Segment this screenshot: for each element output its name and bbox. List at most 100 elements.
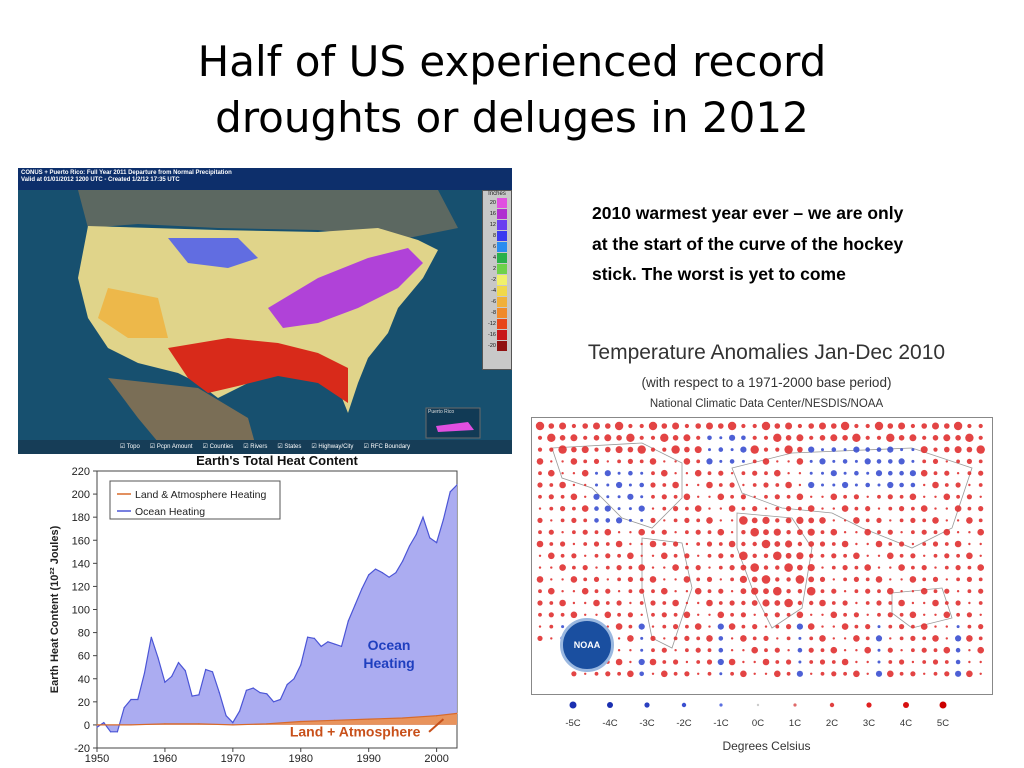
anomaly-dot bbox=[663, 637, 666, 640]
anomaly-dot bbox=[560, 494, 565, 499]
precipitation-footer-item[interactable]: ☑ States bbox=[277, 444, 302, 450]
anomaly-dot bbox=[717, 658, 724, 666]
anomaly-dot bbox=[898, 564, 905, 571]
anomaly-dot bbox=[855, 531, 858, 534]
anomaly-dot bbox=[537, 635, 543, 641]
anomaly-dot bbox=[966, 458, 972, 464]
precipitation-legend-swatch bbox=[497, 318, 507, 329]
anomaly-dot bbox=[762, 599, 770, 607]
anomaly-dot bbox=[651, 507, 655, 510]
anomaly-dot bbox=[695, 529, 701, 535]
anomaly-dot bbox=[708, 495, 711, 498]
anomaly-dot bbox=[730, 448, 734, 452]
anomaly-dot bbox=[694, 623, 702, 630]
anomaly-dot bbox=[966, 612, 972, 618]
anomaly-dot bbox=[617, 495, 621, 499]
anomaly-dot bbox=[707, 648, 712, 653]
anomaly-dot bbox=[605, 446, 611, 453]
precipitation-map-header-line2: Valid at 01/01/2012 1200 UTC - Created 1… bbox=[21, 177, 180, 183]
precipitation-legend-entry: -16 bbox=[483, 329, 511, 340]
anomaly-dot bbox=[819, 422, 826, 430]
anomaly-dot bbox=[808, 517, 815, 524]
anomaly-dot bbox=[604, 505, 611, 512]
anomaly-dot bbox=[708, 613, 711, 616]
anomaly-dot bbox=[537, 517, 543, 523]
anomaly-dot bbox=[899, 518, 904, 523]
anomaly-dot bbox=[967, 506, 972, 511]
chart-legend: Land & Atmosphere Heating Ocean Heating bbox=[109, 480, 281, 520]
precipitation-footer-item[interactable]: ☑ RFC Boundary bbox=[363, 444, 411, 450]
anomaly-dot bbox=[696, 542, 701, 546]
anomaly-dot bbox=[639, 423, 644, 429]
anomaly-dot bbox=[617, 553, 621, 558]
precipitation-footer-item[interactable]: ☑ Pcpn Amount bbox=[149, 444, 193, 450]
anomaly-dot bbox=[843, 577, 847, 582]
anomaly-dot bbox=[697, 495, 700, 498]
anomaly-dot bbox=[922, 459, 927, 464]
series-line-land bbox=[97, 712, 458, 726]
legend-label: Ocean Heating bbox=[135, 506, 205, 518]
anomaly-dot bbox=[617, 637, 621, 640]
anomaly-dot bbox=[966, 576, 972, 582]
precipitation-footer-item[interactable]: ☑ Topo bbox=[119, 444, 140, 450]
anomaly-dot bbox=[684, 423, 689, 429]
anomaly-dot bbox=[661, 612, 667, 618]
anomaly-dot bbox=[718, 470, 724, 476]
precipitation-legend-value: -8 bbox=[491, 309, 496, 316]
precipitation-map: CONUS + Puerto Rico: Full Year 2011 Depa… bbox=[18, 168, 512, 454]
anomaly-dot bbox=[730, 577, 734, 582]
data-point bbox=[198, 723, 200, 725]
anomaly-dot bbox=[955, 635, 962, 642]
anomaly-dot bbox=[697, 554, 700, 557]
anomaly-dot bbox=[888, 601, 893, 605]
anomaly-dot bbox=[934, 613, 937, 616]
anomaly-dot bbox=[684, 635, 690, 641]
anomaly-dot bbox=[797, 423, 802, 429]
anomaly-dot bbox=[752, 624, 758, 630]
anomaly-dot bbox=[673, 624, 679, 630]
precipitation-footer-item[interactable]: ☑ Highway/City bbox=[311, 444, 354, 450]
anomaly-dot bbox=[877, 612, 881, 617]
anomaly-dot bbox=[752, 459, 757, 464]
precipitation-footer-item[interactable]: ☑ Rivers bbox=[243, 444, 268, 450]
anomaly-dot bbox=[889, 566, 892, 569]
anomaly-dot bbox=[819, 576, 826, 582]
anomaly-dot bbox=[899, 636, 904, 641]
anomaly-dot bbox=[696, 459, 701, 464]
anomaly-dot bbox=[842, 481, 849, 489]
precipitation-map-legend-list: 20 16 12 8 6 4 2 -2 -4 -6 -8 -12 -16 -20 bbox=[483, 197, 511, 351]
anomaly-dot bbox=[820, 671, 825, 676]
anomaly-dot bbox=[640, 495, 644, 499]
anomaly-dot bbox=[841, 505, 849, 512]
anomaly-dot bbox=[672, 422, 680, 430]
precipitation-footer-item[interactable]: ☑ Counties bbox=[202, 444, 234, 450]
anomaly-dot bbox=[820, 648, 825, 653]
anomaly-dot bbox=[685, 530, 689, 535]
precipitation-legend-swatch bbox=[497, 329, 507, 340]
anomaly-dot bbox=[595, 471, 598, 475]
annotation-arrow bbox=[428, 718, 445, 733]
anomaly-dot bbox=[583, 435, 588, 440]
anomaly-dot bbox=[785, 517, 792, 524]
anomaly-dot bbox=[627, 635, 634, 642]
anomaly-dot bbox=[854, 483, 858, 487]
anomaly-dot bbox=[695, 565, 701, 571]
anomaly-dot bbox=[796, 516, 804, 524]
anomaly-dot bbox=[694, 469, 702, 477]
anomaly-dot bbox=[900, 448, 904, 452]
x-tick-label: 1960 bbox=[153, 753, 177, 765]
data-point bbox=[408, 545, 411, 547]
anomaly-dot bbox=[877, 530, 881, 535]
anomaly-dot bbox=[730, 472, 734, 475]
anomaly-dot bbox=[572, 590, 576, 593]
anomaly-dot bbox=[956, 625, 960, 629]
anomaly-dot bbox=[842, 459, 848, 464]
anomaly-dot bbox=[798, 506, 802, 511]
anomaly-dot bbox=[617, 471, 621, 475]
anomaly-dot bbox=[784, 563, 793, 572]
precipitation-legend-value: 20 bbox=[489, 199, 496, 206]
anomaly-dot bbox=[956, 472, 960, 475]
anomaly-dot bbox=[605, 542, 610, 546]
precipitation-legend-value: -16 bbox=[488, 331, 496, 338]
anomaly-dot bbox=[548, 529, 554, 535]
